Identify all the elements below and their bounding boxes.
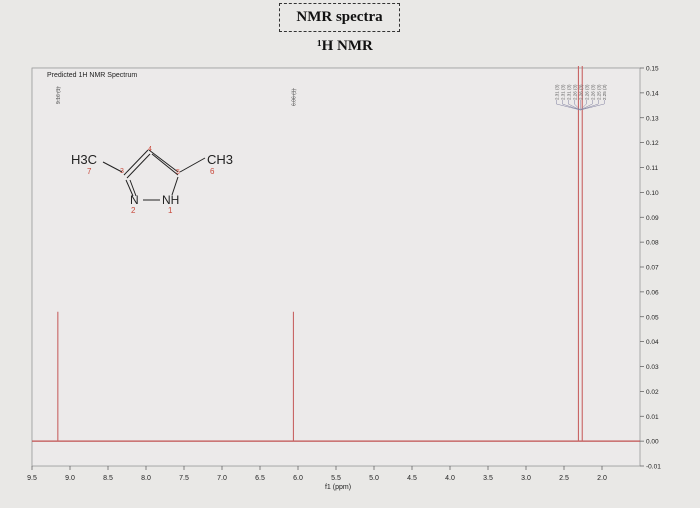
x-axis-label: f1 (ppm) (325, 484, 351, 491)
molecule-labels: H3C CH3 N NH 1 2 3 4 5 6 7 (71, 146, 233, 215)
y-tick-label: 0.09 (646, 215, 659, 222)
multiplet-label: 2.25 (3) (602, 84, 607, 100)
multiplet-label: 2.26 (3) (578, 84, 583, 100)
multiplet-connector (580, 100, 605, 111)
y-tick-label: 0.10 (646, 190, 659, 197)
multiplet-label: 2.26 (3) (590, 84, 595, 100)
y-tick-label: 0.14 (646, 90, 659, 97)
atom-number-4: 4 (148, 146, 152, 153)
x-tick-label: 7.5 (179, 475, 189, 482)
multiplet-label: 2.26 (3) (584, 84, 589, 100)
x-tick-label: 3.0 (521, 475, 531, 482)
multiplet-label: 2.26 (3) (572, 84, 577, 100)
multiplet-label: 2.31 (3) (560, 84, 565, 100)
y-tick-label: 0.01 (646, 414, 659, 421)
y-tick-label: 0.12 (646, 140, 659, 147)
y-tick-label: 0.08 (646, 240, 659, 247)
y-tick-label: 0.04 (646, 339, 659, 346)
atom-number-3: 3 (120, 168, 124, 175)
multiplet-label: 2.25 (3) (596, 84, 601, 100)
x-tick-label: 6.5 (255, 475, 265, 482)
atom-number-1: 1 (168, 206, 173, 215)
x-axis-ticks: 9.5 9.0 8.5 8.0 7.5 7.0 6.5 6.0 5.5 5.0 4.5 4.0 3.5 3… (27, 466, 607, 482)
x-tick-label: 9.5 (27, 475, 37, 482)
inset-label: Predicted 1H NMR Spectrum (47, 72, 138, 79)
y-tick-label: 0.07 (646, 265, 659, 272)
multiplet-connector (580, 100, 593, 111)
plot-area (31, 67, 641, 467)
x-tick-label: 7.0 (217, 475, 227, 482)
multiplet-connector (562, 100, 581, 111)
y-tick-label: 0.00 (646, 439, 659, 446)
y-tick-label: 0.13 (646, 115, 659, 122)
nitrogen-label: N (130, 193, 139, 207)
x-tick-label: 5.5 (331, 475, 341, 482)
x-tick-label: 2.0 (597, 475, 607, 482)
peak-integration-labels: 9.16 (1) 6.06 (1) 2.31 (3) 2.31 (3) 2.31 (3)… (56, 84, 607, 111)
x-tick-label: 6.0 (293, 475, 303, 482)
peak-label: 6.06 (1) (291, 88, 297, 106)
peak-label: 9.16 (1) (56, 86, 62, 104)
page-subtitle: ¹H NMR (317, 38, 373, 54)
multiplet-connector (574, 100, 581, 111)
x-tick-label: 8.0 (141, 475, 151, 482)
y-tick-label: 0.03 (646, 364, 659, 371)
atom-number-7: 7 (87, 167, 92, 176)
plot-frame (31, 67, 641, 467)
atom-number-2: 2 (131, 206, 136, 215)
y-tick-label: -0.01 (646, 464, 661, 471)
multiplet-connector (556, 100, 581, 111)
multiplet-label: 2.31 (3) (566, 84, 571, 100)
x-tick-label: 5.0 (369, 475, 379, 482)
y-tick-label: 0.06 (646, 289, 659, 296)
y-tick-label: 0.11 (646, 165, 659, 172)
nh-label: NH (162, 193, 179, 207)
y-axis-ticks: 0.15 0.14 0.13 0.12 0.11 0.10 0.09 0.08 0.07 0.06… (640, 66, 661, 471)
y-tick-label: 0.05 (646, 314, 659, 321)
molecule-structure (102, 149, 206, 201)
atom-number-5: 5 (176, 169, 180, 176)
multiplet-connector (580, 100, 599, 111)
page-title: NMR spectra (279, 3, 400, 32)
y-tick-label: 0.15 (646, 66, 659, 73)
x-tick-label: 2.5 (559, 475, 569, 482)
multiplet-label: 2.31 (3) (554, 84, 559, 100)
atom-number-6: 6 (210, 167, 215, 176)
x-tick-label: 3.5 (483, 475, 493, 482)
x-tick-label: 4.0 (445, 475, 455, 482)
x-tick-label: 8.5 (103, 475, 113, 482)
x-tick-label: 4.5 (407, 475, 417, 482)
spectrum-peaks (57, 66, 583, 442)
multiplet-connector (568, 100, 581, 111)
multiplet-connector (580, 100, 587, 111)
methyl-left-label: H3C (71, 152, 97, 167)
x-tick-label: 9.0 (65, 475, 75, 482)
y-tick-label: 0.02 (646, 389, 659, 396)
methyl-right-label: CH3 (207, 152, 233, 167)
